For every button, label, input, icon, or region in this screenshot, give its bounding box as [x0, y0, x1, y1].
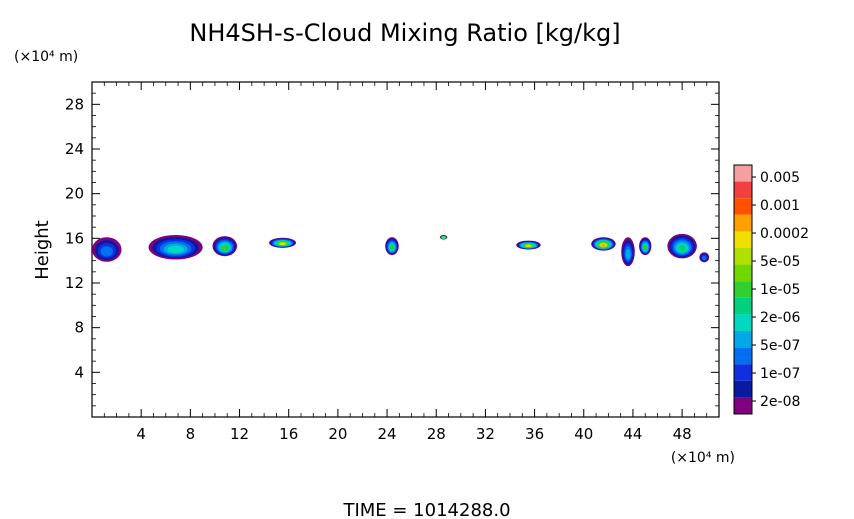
- colorbar-swatch: [734, 165, 752, 182]
- colorbar-label: 2e-08: [760, 394, 800, 410]
- cloud-cell-layer: [678, 245, 687, 252]
- x-tick-label: 48: [673, 425, 692, 443]
- plot-area: [92, 233, 710, 267]
- y-tick-label: 4: [74, 363, 84, 381]
- colorbar-label: 0.0002: [760, 226, 809, 242]
- y-tick-label: 24: [65, 140, 84, 158]
- cloud-cell-layer: [390, 245, 394, 250]
- y-tick-label: 20: [65, 185, 84, 203]
- y-tick-label: 8: [74, 319, 84, 337]
- colorbar-swatch: [734, 364, 752, 381]
- cloud-cell: [621, 237, 635, 267]
- cloud-cell: [699, 252, 710, 263]
- colorbar-label: 1e-05: [760, 282, 800, 298]
- cloud-cell-layer: [643, 245, 647, 250]
- x-tick-label: 12: [230, 425, 249, 443]
- x-tick-label: 28: [427, 425, 446, 443]
- x-tick-label: 16: [279, 425, 298, 443]
- x-tick-label: 40: [574, 425, 593, 443]
- colorbar-label: 0.001: [760, 198, 800, 214]
- cloud-cell: [148, 234, 203, 260]
- cloud-cell: [439, 234, 448, 240]
- cloud-cell: [639, 237, 652, 256]
- y-axis-label: Height: [32, 220, 53, 280]
- colorbar-label: 1e-07: [760, 366, 800, 382]
- colorbar-swatch: [734, 347, 752, 365]
- cloud-cell: [591, 237, 616, 251]
- time-label: TIME = 1014288.0: [342, 500, 510, 519]
- chart-title: NH4SH-s-Cloud Mixing Ratio [kg/kg]: [189, 19, 620, 47]
- x-tick-label: 20: [328, 425, 347, 443]
- x-axis-unit: (×10⁴ m): [671, 450, 735, 466]
- cloud-cell-layer: [526, 245, 531, 247]
- cloud-cell: [269, 237, 297, 248]
- y-tick-label: 16: [65, 229, 84, 247]
- x-tick-label: 44: [623, 425, 642, 443]
- colorbar-swatch: [734, 231, 752, 248]
- cloud-cell-layer: [221, 245, 228, 251]
- colorbar-label: 2e-06: [760, 310, 800, 326]
- colorbar-swatch: [734, 297, 752, 315]
- colorbar-swatch: [734, 248, 752, 265]
- x-tick-label: 4: [136, 425, 146, 443]
- colorbar-swatch: [734, 214, 752, 232]
- cloud-cell: [516, 240, 541, 250]
- colorbar-label: 0.005: [760, 170, 800, 186]
- colorbar-label: 5e-05: [760, 254, 800, 270]
- cloud-cell: [92, 237, 122, 262]
- y-tick-label: 12: [65, 274, 84, 292]
- x-tick-label: 36: [525, 425, 544, 443]
- colorbar-swatch: [734, 380, 752, 398]
- cloud-cell-layer: [443, 237, 445, 239]
- cloud-cell-layer: [280, 242, 285, 245]
- cloud-cell-layer: [601, 244, 606, 247]
- colorbar-swatch: [734, 181, 752, 199]
- cloud-cell-layer: [167, 245, 184, 254]
- cloud-cell-layer: [625, 248, 631, 260]
- colorbar: 0.005 0.001 0.0002 5e-05 1e-05 2e-06 5e-07 1e-0…: [733, 164, 809, 415]
- cloud-cell-layer: [702, 255, 707, 261]
- y-axis-unit: (×10⁴ m): [14, 49, 78, 65]
- colorbar-swatch: [734, 397, 752, 414]
- colorbar-swatch: [734, 264, 752, 282]
- x-tick-label: 8: [186, 425, 196, 443]
- colorbar-swatch: [734, 281, 752, 298]
- colorbar-label: 5e-07: [760, 338, 800, 354]
- cloud-cell: [212, 236, 238, 257]
- cloud-cell: [385, 237, 399, 256]
- cloud-cell-layer: [100, 246, 113, 257]
- x-tick-label: 32: [476, 425, 495, 443]
- y-tick-label: 28: [65, 95, 84, 113]
- colorbar-swatch: [734, 198, 752, 215]
- cloud-cell: [667, 233, 697, 259]
- x-tick-label: 24: [378, 425, 397, 443]
- colorbar-swatch: [734, 331, 752, 348]
- colorbar-swatch: [734, 314, 752, 331]
